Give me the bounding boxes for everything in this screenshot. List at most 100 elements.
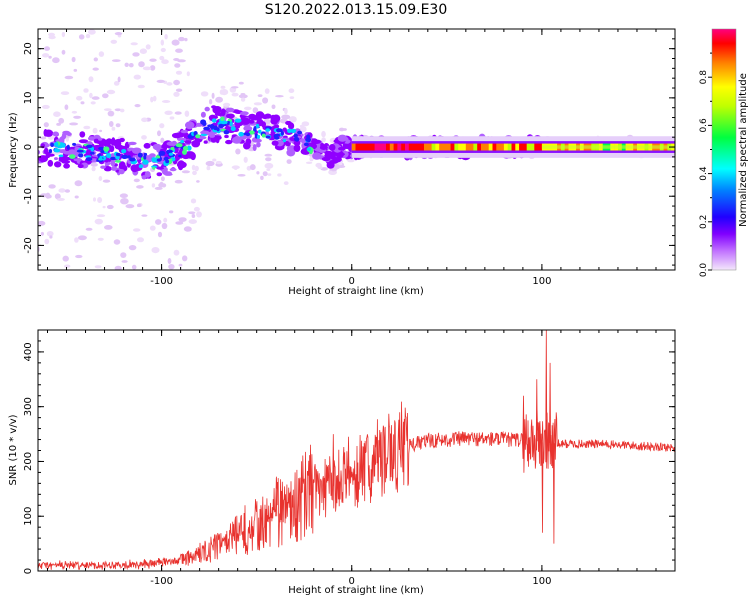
spectrogram-cell [77, 235, 87, 241]
spectrogram-cell [265, 157, 272, 162]
spectrogram-cell [260, 175, 264, 180]
spectrogram-cell [220, 116, 225, 122]
spectrogram-cell [66, 144, 70, 150]
spectrogram-cell [290, 128, 297, 133]
spectrogram-cell [74, 180, 83, 187]
spectrogram-cell [69, 154, 76, 159]
spectrogram-cell [184, 140, 192, 144]
spectrogram-cell [157, 231, 163, 238]
spectrogram-cell [136, 185, 144, 189]
spectrogram-cell [78, 153, 84, 158]
spectrogram-cell [106, 152, 112, 159]
spectrogram-cell [96, 214, 106, 218]
spectrogram-cell [143, 142, 151, 149]
spectrogram-cell [107, 110, 115, 117]
spectrogram-cell [124, 62, 129, 67]
spectrogram-cell [100, 150, 105, 153]
spectrogram-cell [103, 146, 110, 152]
spectrogram-cell [265, 135, 271, 139]
spectrogram-cell [281, 114, 291, 120]
spectrogram-cell [117, 76, 121, 83]
spectrogram-cell [156, 166, 165, 170]
spectrogram-xlabel: Height of straight line (km) [288, 286, 424, 297]
spectrogram-cell [102, 139, 111, 147]
snr-xtick-label: 0 [349, 576, 355, 587]
spectrogram-band-cell [439, 143, 444, 151]
spectrogram-cell [202, 121, 207, 126]
spectrogram-cell [38, 220, 46, 226]
spectrogram-cell [164, 34, 168, 40]
spectrogram-cell [178, 36, 185, 42]
spectrogram-cell [52, 131, 59, 137]
spectrogram-cell [161, 100, 171, 103]
spectrogram-band-cell [401, 143, 406, 151]
spectrogram-cell [173, 58, 180, 61]
spectrogram-cell [133, 74, 141, 80]
spectrogram-cell [113, 239, 121, 245]
snr-ytick-label: 100 [23, 507, 34, 526]
spectrogram-cell [151, 157, 156, 163]
spectrogram-cell [198, 136, 207, 140]
spectrogram-cell [282, 127, 287, 132]
spectrogram-cell [151, 247, 160, 254]
spectrogram-cell [92, 67, 99, 71]
spectrogram-cell [156, 79, 165, 83]
spectrogram-cell [63, 151, 72, 155]
spectrogram-cell [89, 92, 93, 99]
spectrogram-band-cell [405, 143, 410, 151]
spectrogram-cell [234, 118, 242, 123]
spectrogram-cell [103, 166, 112, 172]
spectrogram-cell [200, 111, 206, 118]
spectrogram-cell [89, 151, 95, 155]
spectrogram-cell [40, 231, 45, 236]
spectrogram-cell [240, 97, 246, 102]
spectrogram-cell [93, 197, 96, 202]
spectrogram-cell [118, 169, 125, 175]
spectrogram-cell [262, 97, 269, 104]
spectrogram-cell [76, 95, 83, 101]
spectrogram-cell [257, 94, 263, 97]
spectrogram-cell [142, 159, 149, 165]
spectrogram-cell [190, 198, 197, 204]
spectrogram-cell [121, 149, 127, 154]
spectrogram-cell [280, 131, 284, 136]
spectrogram-cell [160, 176, 165, 182]
spectrogram-band-cell [351, 143, 356, 151]
spectrogram-band-cell [359, 143, 364, 151]
spectrogram-cell [74, 237, 79, 243]
spectrogram-cell [293, 137, 299, 142]
spectrogram-cell [248, 115, 258, 120]
spectrogram-cell [131, 264, 137, 270]
figure-title: S120.2022.013.15.09.E30 [265, 2, 448, 18]
spectrogram-cell [156, 158, 162, 162]
spectrogram-cell [127, 155, 131, 159]
spectrogram-cell [110, 39, 118, 44]
spectrogram-cell [321, 137, 326, 143]
spectrogram-band-cell [519, 143, 524, 151]
spectrogram-cell [245, 132, 251, 137]
spectrogram-cell [215, 136, 220, 144]
spectrogram-cell [137, 84, 145, 89]
spectrogram-cell [91, 96, 100, 100]
spectrogram-band-cell [473, 143, 478, 151]
spectrogram-cell [142, 66, 152, 71]
spectrogram-cell [238, 94, 248, 99]
spectrogram-band-cell [458, 143, 463, 151]
spectrogram-cell [152, 143, 162, 151]
spectrogram-cell [178, 263, 183, 267]
spectrogram-cell [170, 146, 175, 151]
spectrogram-ytick-label: 0 [23, 144, 34, 150]
spectrogram-band-cell [424, 143, 429, 151]
spectrogram-cell [56, 197, 65, 201]
spectrogram-cell [110, 156, 116, 161]
spectrogram-cell [110, 159, 116, 167]
spectrogram-band-cell [530, 143, 535, 151]
spectrogram-cell [99, 129, 103, 133]
spectrogram-cell [180, 129, 188, 134]
spectrogram-cell [293, 133, 298, 139]
spectrogram-cell [161, 59, 169, 65]
spectrogram-cell [131, 147, 142, 154]
spectrogram-cell [233, 166, 238, 170]
spectrogram-cell [43, 122, 49, 128]
spectrogram-cell [203, 140, 208, 144]
